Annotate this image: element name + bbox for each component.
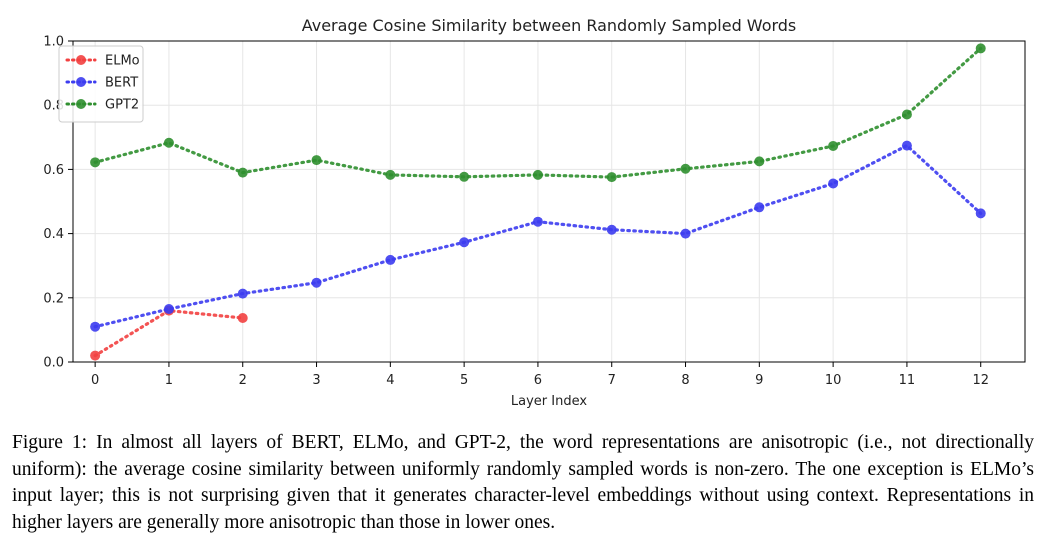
figure-caption: Figure 1: In almost all layers of BERT, … [12, 432, 1034, 533]
x-tick-label: 9 [755, 373, 763, 388]
legend-label: BERT [105, 76, 138, 91]
y-tick-label: 1.0 [43, 35, 64, 50]
axis-ticks: 0 1 2 3 4 5 6 7 8 9 10 11 120.00.20.40.60.81.0 [43, 35, 989, 389]
x-tick-label: 1 [165, 373, 173, 388]
x-tick-label: 10 [825, 373, 842, 388]
legend-swatch-marker [76, 55, 86, 65]
data-point-gpt2 [163, 137, 174, 148]
data-point-bert [163, 304, 174, 315]
series-gpt2 [90, 43, 986, 183]
data-point-bert [532, 216, 543, 227]
data-point-bert [754, 202, 765, 213]
x-tick-label: 6 [534, 373, 542, 388]
x-tick-label: 12 [972, 373, 989, 388]
y-tick-label: 0.4 [43, 227, 64, 242]
legend-label: ELMo [105, 54, 140, 69]
data-point-gpt2 [828, 140, 839, 151]
data-point-bert [606, 224, 617, 235]
x-tick-label: 0 [91, 373, 99, 388]
data-point-bert [901, 140, 912, 151]
data-point-bert [975, 208, 986, 219]
y-tick-label: 0.6 [43, 163, 64, 178]
data-point-bert [680, 228, 691, 239]
chart-title: Average Cosine Similarity between Random… [302, 16, 797, 35]
x-tick-label: 4 [386, 373, 394, 388]
data-point-gpt2 [680, 163, 691, 174]
data-point-bert [237, 288, 248, 299]
x-tick-label: 3 [312, 373, 320, 388]
data-point-gpt2 [385, 169, 396, 180]
y-tick-label: 0.0 [43, 356, 64, 371]
x-tick-label: 8 [681, 373, 689, 388]
x-tick-label: 7 [608, 373, 616, 388]
legend-item-gpt2: GPT2 [65, 98, 139, 113]
x-tick-label: 5 [460, 373, 468, 388]
data-point-bert [385, 254, 396, 265]
legend-item-bert: BERT [65, 76, 138, 91]
data-point-elmo [237, 313, 248, 324]
data-point-bert [311, 277, 322, 288]
legend-swatch-marker [76, 99, 86, 109]
data-point-gpt2 [532, 169, 543, 180]
data-point-gpt2 [237, 167, 248, 178]
data-point-gpt2 [901, 109, 912, 120]
x-tick-label: 2 [239, 373, 247, 388]
data-point-bert [459, 237, 470, 248]
legend-item-elmo: ELMo [65, 54, 140, 69]
legend-label: GPT2 [105, 98, 139, 113]
data-point-gpt2 [754, 156, 765, 167]
line-chart: 0 1 2 3 4 5 6 7 8 9 10 11 120.00.20.40.60.81.0 Avera… [43, 16, 1026, 409]
series-bert [90, 140, 986, 332]
plot-frame [72, 40, 1026, 363]
x-tick-label: 11 [899, 373, 916, 388]
data-point-bert [90, 321, 101, 332]
data-point-gpt2 [311, 155, 322, 166]
data-point-gpt2 [90, 157, 101, 168]
series-layer [90, 43, 986, 361]
legend: ELMo BERT GPT2 [58, 45, 144, 123]
x-axis-label: Layer Index [511, 394, 587, 409]
y-tick-label: 0.2 [43, 291, 64, 306]
data-point-bert [828, 178, 839, 189]
data-point-elmo [90, 350, 101, 361]
data-point-gpt2 [975, 43, 986, 54]
data-point-gpt2 [459, 171, 470, 182]
legend-swatch-marker [76, 77, 86, 87]
data-point-gpt2 [606, 172, 617, 183]
